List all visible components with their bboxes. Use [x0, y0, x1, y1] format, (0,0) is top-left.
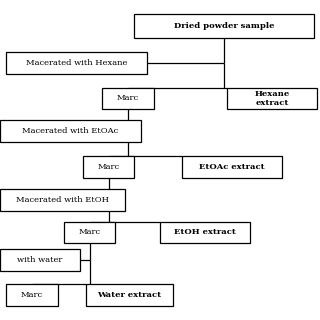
- Text: Macerated with EtOH: Macerated with EtOH: [16, 196, 109, 204]
- FancyBboxPatch shape: [0, 120, 141, 142]
- FancyBboxPatch shape: [0, 249, 80, 271]
- Text: EtOH extract: EtOH extract: [174, 228, 236, 236]
- Text: Marc: Marc: [21, 292, 43, 300]
- Text: Marc: Marc: [117, 94, 139, 102]
- Text: with water: with water: [17, 256, 63, 264]
- Text: Water extract: Water extract: [98, 292, 162, 300]
- FancyBboxPatch shape: [64, 221, 115, 244]
- FancyBboxPatch shape: [102, 88, 154, 109]
- Text: Macerated with EtOAc: Macerated with EtOAc: [22, 127, 118, 135]
- FancyBboxPatch shape: [160, 221, 250, 244]
- FancyBboxPatch shape: [86, 284, 173, 306]
- FancyBboxPatch shape: [83, 156, 134, 178]
- FancyBboxPatch shape: [0, 189, 125, 211]
- Text: EtOAc extract: EtOAc extract: [199, 163, 265, 171]
- Text: Marc: Marc: [98, 163, 120, 171]
- Text: Macerated with Hexane: Macerated with Hexane: [26, 59, 127, 67]
- FancyBboxPatch shape: [182, 156, 282, 178]
- FancyBboxPatch shape: [227, 88, 317, 109]
- Text: Hexane
extract: Hexane extract: [254, 90, 290, 107]
- Text: Dried powder sample: Dried powder sample: [174, 22, 274, 30]
- FancyBboxPatch shape: [6, 284, 58, 306]
- FancyBboxPatch shape: [6, 52, 147, 74]
- FancyBboxPatch shape: [134, 14, 314, 38]
- Text: Marc: Marc: [78, 228, 101, 236]
